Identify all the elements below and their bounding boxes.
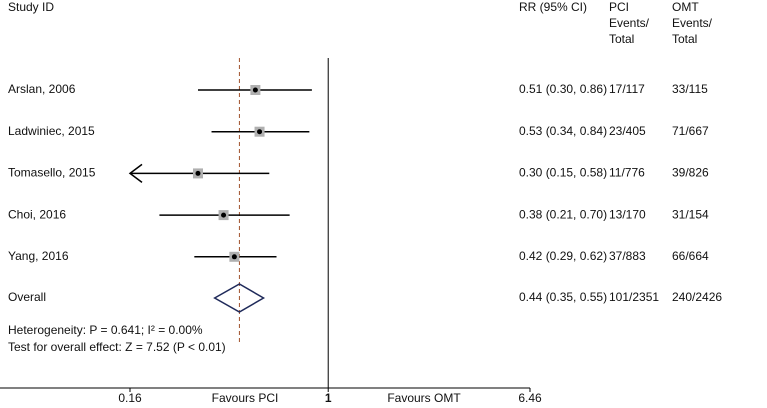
pci-events: 13/170	[609, 207, 646, 221]
header-study: Study ID	[8, 0, 54, 14]
header-pci: Total	[609, 32, 634, 46]
ci-arrow	[128, 163, 143, 183]
header-rr: RR (95% CI)	[519, 0, 587, 14]
rr-label: 0.30 (0.15, 0.58)	[519, 166, 607, 180]
omt-events: 66/664	[672, 249, 709, 263]
rr-label: 0.44 (0.35, 0.55)	[519, 290, 607, 304]
point-estimate	[252, 87, 258, 93]
omt-events: 39/826	[672, 166, 709, 180]
rr-label: 0.42 (0.29, 0.62)	[519, 249, 607, 263]
x-tick-label: 1	[325, 391, 332, 405]
omt-events: 71/667	[672, 124, 709, 138]
omt-events: 33/115	[672, 82, 708, 96]
study-name: Ladwiniec, 2015	[8, 124, 95, 138]
point-estimate	[257, 129, 263, 135]
study-name: Yang, 2016	[8, 249, 69, 263]
rr-label: 0.51 (0.30, 0.86)	[519, 82, 607, 96]
header-omt: Total	[672, 32, 697, 46]
annotation: Test for overall effect: Z = 7.52 (P < 0…	[8, 340, 226, 354]
study-name: Tomasello, 2015	[8, 166, 96, 180]
header-pci: PCI	[609, 0, 629, 14]
x-tick-label: 6.46	[518, 391, 542, 405]
omt-events: 240/2426	[672, 290, 722, 304]
header-pci: Events/	[609, 16, 650, 30]
annotation: Heterogeneity: P = 0.641; I² = 0.00%	[8, 323, 203, 337]
pci-events: 11/776	[609, 166, 645, 180]
point-estimate	[221, 212, 227, 218]
header-omt: Events/	[672, 16, 713, 30]
omt-events: 31/154	[672, 207, 709, 221]
point-estimate	[231, 254, 237, 260]
x-tick-label: 0.16	[118, 391, 142, 405]
pci-events: 101/2351	[609, 290, 659, 304]
rr-label: 0.53 (0.34, 0.84)	[519, 124, 607, 138]
study-name: Choi, 2016	[8, 207, 66, 221]
pci-events: 37/883	[609, 249, 646, 263]
study-name: Arslan, 2006	[8, 82, 76, 96]
point-estimate	[195, 170, 201, 176]
favours-left: Favours PCI	[212, 391, 279, 405]
favours-right: Favours OMT	[387, 391, 461, 405]
pci-events: 17/117	[609, 82, 645, 96]
overall-diamond	[213, 283, 266, 313]
study-name: Overall	[8, 290, 46, 304]
rr-label: 0.38 (0.21, 0.70)	[519, 207, 607, 221]
header-omt: OMT	[672, 0, 699, 14]
pci-events: 23/405	[609, 124, 646, 138]
